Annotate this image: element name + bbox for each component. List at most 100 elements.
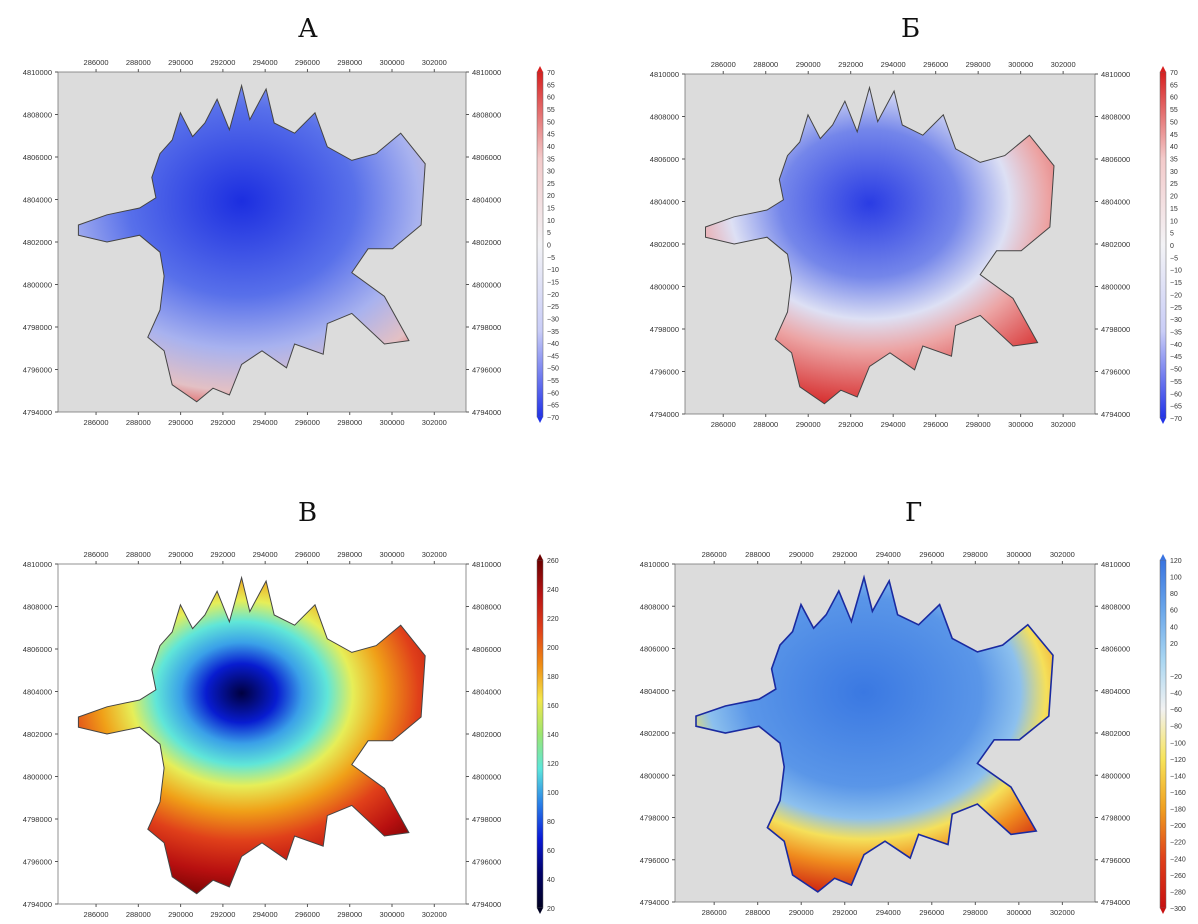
x-tick-label: 294000 (881, 420, 906, 429)
y-tick-label: 4796000 (640, 856, 669, 865)
y-tick-label: 4806000 (23, 153, 52, 162)
x-tick-label: 294000 (876, 550, 901, 559)
y-tick-label: 4804000 (23, 196, 52, 205)
colorbar-tick-label: 260 (547, 558, 559, 565)
y-tick-label: 4796000 (472, 858, 501, 867)
y-tick-label: 4798000 (472, 323, 501, 332)
y-tick-label: 4798000 (23, 323, 52, 332)
panel-title: В (298, 498, 318, 528)
y-tick-label: 4806000 (472, 153, 501, 162)
y-tick-label: 4798000 (1101, 325, 1130, 334)
colorbar-tick-label: 80 (1170, 591, 1178, 598)
x-tick-label: 288000 (753, 420, 778, 429)
x-tick-label: 296000 (295, 550, 320, 559)
x-tick-label: 296000 (919, 550, 944, 559)
colorbar-tick-label: −15 (1170, 280, 1182, 287)
colorbar-tick-label: 20 (547, 193, 555, 200)
y-tick-label: 4810000 (650, 70, 679, 79)
y-tick-label: 4804000 (472, 688, 501, 697)
x-tick-label: 296000 (295, 58, 320, 67)
colorbar-tick-label: −180 (1170, 807, 1186, 814)
colorbar-tick-label: 25 (1170, 181, 1178, 188)
x-tick-label: 294000 (253, 58, 278, 67)
colorbar-tick-label: 100 (1170, 575, 1182, 582)
y-tick-label: 4794000 (472, 900, 501, 909)
colorbar-tick-label: −5 (1170, 255, 1178, 262)
y-tick-label: 4800000 (640, 771, 669, 780)
colorbar-tick-label: 10 (1170, 218, 1178, 225)
colorbar-tick-label: −15 (547, 279, 559, 286)
colorbar-tick-label: 0 (1170, 243, 1174, 250)
colorbar-tick-label: 60 (547, 95, 555, 102)
colorbar-tick-label: −5 (547, 255, 555, 262)
y-tick-label: 4794000 (472, 408, 501, 417)
colorbar-tick-label: −45 (1170, 354, 1182, 361)
colorbar-arrow-top (1160, 66, 1166, 72)
x-tick-label: 290000 (789, 908, 814, 917)
colorbar-tick-label: −30 (547, 316, 559, 323)
colorbar-tick-label: −70 (1170, 416, 1182, 423)
x-tick-label: 286000 (711, 60, 736, 69)
colorbar-tick-label: −220 (1170, 840, 1186, 847)
x-tick-label: 290000 (796, 420, 821, 429)
colorbar-tick-label: −20 (1170, 674, 1182, 681)
y-tick-label: 4810000 (472, 68, 501, 77)
y-tick-label: 4798000 (1101, 814, 1130, 823)
x-tick-label: 298000 (963, 550, 988, 559)
colorbar-tick-label: 65 (547, 82, 555, 89)
colorbar (536, 71, 544, 418)
x-tick-label: 288000 (745, 908, 770, 917)
y-tick-label: 4804000 (472, 196, 501, 205)
colorbar-tick-label: 20 (1170, 194, 1178, 201)
panel-title: Б (901, 14, 921, 44)
x-tick-label: 286000 (84, 910, 109, 919)
x-tick-label: 300000 (379, 910, 404, 919)
colorbar-tick-label: 65 (1170, 82, 1178, 89)
y-tick-label: 4810000 (1101, 560, 1130, 569)
y-tick-label: 4794000 (23, 408, 52, 417)
colorbar-tick-label: 220 (547, 616, 559, 623)
x-tick-label: 288000 (126, 550, 151, 559)
y-tick-label: 4808000 (1101, 602, 1130, 611)
colorbar-arrow-top (537, 554, 543, 560)
x-tick-label: 296000 (295, 910, 320, 919)
x-tick-label: 292000 (210, 910, 235, 919)
colorbar-arrow-top (537, 66, 543, 72)
x-tick-label: 290000 (168, 58, 193, 67)
y-tick-label: 4808000 (650, 113, 679, 122)
x-tick-label: 294000 (253, 550, 278, 559)
x-tick-label: 302000 (1050, 550, 1075, 559)
colorbar-tick-label: 100 (547, 790, 559, 797)
colorbar-tick-label: 40 (547, 144, 555, 151)
colorbar-tick-label: 80 (547, 819, 555, 826)
x-tick-label: 290000 (168, 550, 193, 559)
y-tick-label: 4796000 (650, 368, 679, 377)
colorbar-tick-label: −280 (1170, 889, 1186, 896)
colorbar-tick-label: −35 (547, 329, 559, 336)
y-tick-label: 4806000 (640, 645, 669, 654)
x-tick-label: 286000 (84, 418, 109, 427)
y-tick-label: 4808000 (23, 603, 52, 612)
colorbar-tick-label: 50 (547, 119, 555, 126)
colorbar-tick-label: −25 (1170, 305, 1182, 312)
colorbar-tick-label: −20 (1170, 292, 1182, 299)
colorbar-tick-label: −60 (1170, 707, 1182, 714)
colorbar-tick-label: 30 (1170, 169, 1178, 176)
colorbar-tick-label: −70 (547, 415, 559, 422)
colorbar-tick-label: 45 (547, 132, 555, 139)
y-tick-label: 4810000 (23, 68, 52, 77)
y-tick-label: 4794000 (23, 900, 52, 909)
colorbar (1159, 71, 1167, 419)
panel-b: Б 286000 286000 288000 288000 290000 290000 29… (599, 0, 1198, 462)
y-tick-label: 4796000 (23, 858, 52, 867)
colorbar-tick-label: −200 (1170, 823, 1186, 830)
colorbar-tick-label: 60 (1170, 608, 1178, 615)
x-tick-label: 296000 (295, 418, 320, 427)
y-tick-label: 4794000 (640, 898, 669, 907)
zero-contour (77, 575, 426, 895)
y-tick-label: 4804000 (1101, 687, 1130, 696)
y-tick-label: 4798000 (650, 325, 679, 334)
colorbar-tick-label: 55 (1170, 107, 1178, 114)
y-tick-label: 4806000 (23, 645, 52, 654)
x-tick-label: 292000 (210, 550, 235, 559)
